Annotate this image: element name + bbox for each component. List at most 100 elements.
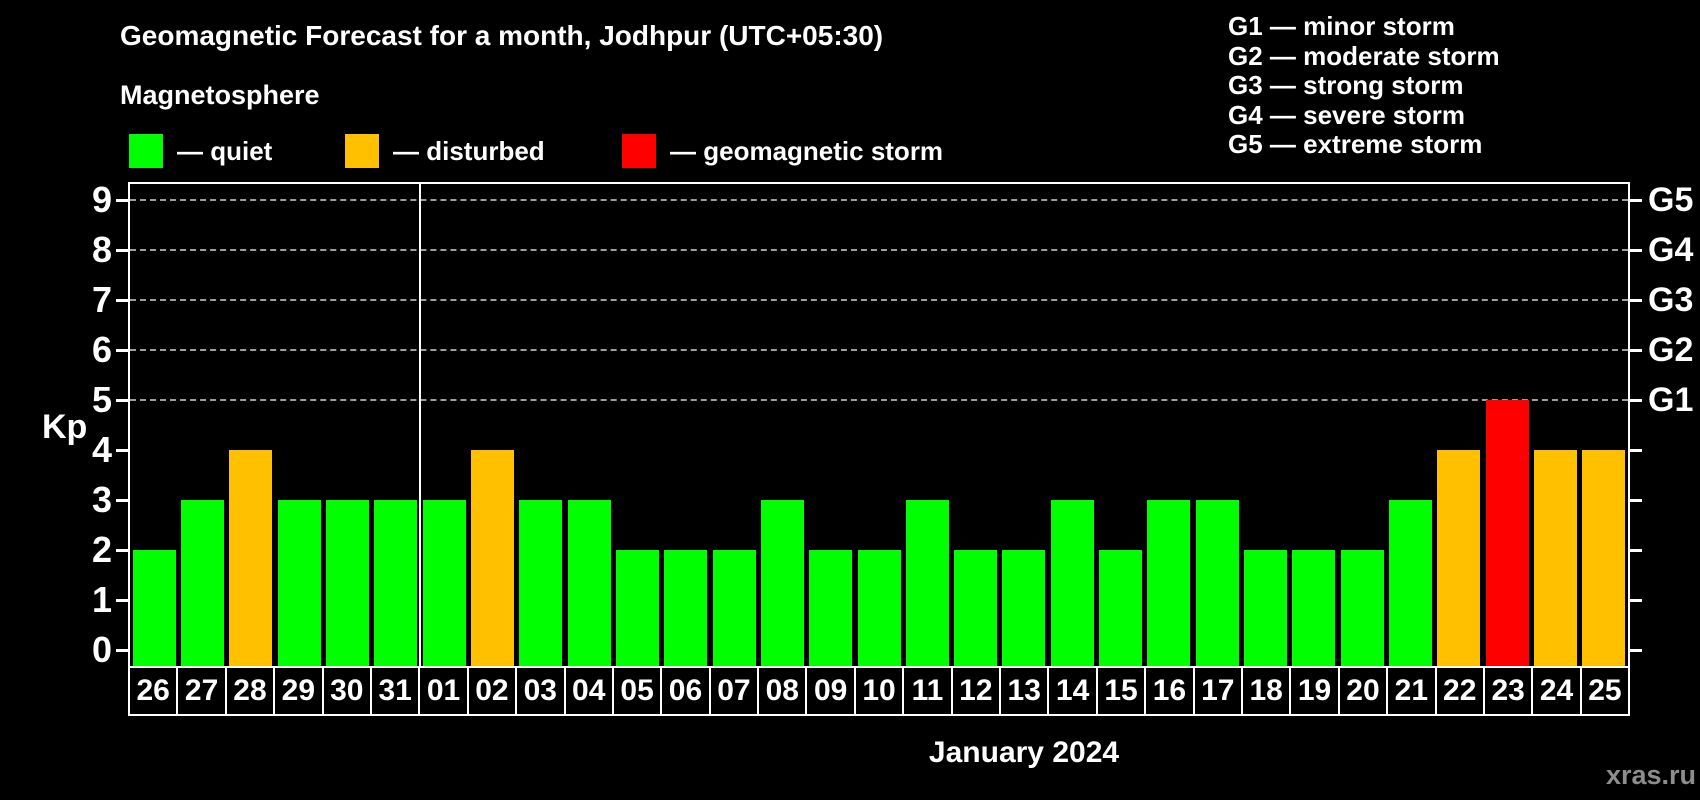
y-tick-left-5: [116, 398, 128, 402]
bar-day-07: [712, 550, 756, 666]
y-tick-label-9: 9: [91, 179, 112, 220]
date-cell-19: 19: [1289, 666, 1340, 716]
date-cell-17: 17: [1192, 666, 1243, 716]
bar-day-06: [664, 550, 708, 666]
gridline-kp6: [130, 349, 1628, 351]
y-tick-label-4: 4: [91, 429, 112, 470]
legend-swatch-storm: [622, 134, 656, 168]
date-cell-21: 21: [1386, 666, 1437, 716]
y-tick-label-5: 5: [91, 379, 112, 420]
date-cell-11: 11: [902, 666, 953, 716]
gridline-kp7: [130, 299, 1628, 301]
date-cell-20: 20: [1337, 666, 1389, 716]
y-tick-label-2: 2: [91, 529, 112, 570]
bar-day-18: [1244, 550, 1288, 666]
date-cell-25: 25: [1579, 666, 1631, 716]
g-axis-label-G3: G3: [1648, 281, 1694, 319]
y-tick-left-8: [116, 248, 128, 252]
bar-day-14: [1050, 500, 1094, 666]
legend-item-storm: — geomagnetic storm: [622, 134, 943, 168]
legend-swatch-quiet: [129, 134, 163, 168]
bar-day-30: [325, 500, 369, 666]
g-axis-label-G4: G4: [1648, 231, 1694, 269]
y-axis-label: Kp: [42, 408, 88, 446]
date-cell-10: 10: [853, 666, 905, 716]
date-cell-26: 26: [128, 666, 179, 716]
bar-day-22: [1437, 450, 1481, 666]
date-cell-03: 03: [515, 666, 566, 716]
bar-day-17: [1195, 500, 1239, 666]
watermark: xras.ru: [1605, 760, 1696, 790]
bar-day-28: [229, 450, 273, 666]
bar-day-21: [1389, 500, 1433, 666]
date-cell-01: 01: [418, 666, 469, 716]
date-cell-04: 04: [563, 666, 614, 716]
y-tick-right-4: [1630, 448, 1642, 452]
y-tick-right-1: [1630, 598, 1642, 602]
legend-swatch-disturbed: [345, 134, 379, 168]
gridline-kp9: [130, 199, 1628, 201]
g-legend-line-1: G1 — minor storm: [1228, 11, 1455, 41]
bar-day-09: [809, 550, 853, 666]
date-cell-23: 23: [1482, 666, 1534, 716]
y-tick-label-7: 7: [91, 279, 112, 320]
bar-day-01: [422, 500, 466, 666]
date-cell-30: 30: [321, 666, 372, 716]
bar-day-20: [1340, 550, 1384, 666]
bar-day-10: [857, 550, 901, 666]
y-tick-right-5: [1630, 398, 1642, 402]
gridline-kp5: [130, 399, 1628, 401]
y-tick-label-1: 1: [91, 579, 112, 620]
date-cell-06: 06: [660, 666, 711, 716]
date-cell-08: 08: [757, 666, 808, 716]
bar-day-27: [180, 500, 224, 666]
gridline-kp8: [130, 249, 1628, 251]
bar-day-03: [519, 500, 563, 666]
date-cell-13: 13: [999, 666, 1050, 716]
plot-area: [128, 182, 1630, 668]
date-cell-05: 05: [611, 666, 663, 716]
legend-label-storm: — geomagnetic storm: [670, 136, 944, 166]
date-cell-18: 18: [1240, 666, 1292, 716]
bar-day-02: [470, 450, 514, 666]
y-tick-right-7: [1630, 298, 1642, 302]
y-tick-left-1: [116, 598, 128, 602]
legend-item-quiet: — quiet: [129, 134, 272, 168]
month-separator: [418, 184, 421, 666]
y-tick-left-7: [116, 298, 128, 302]
date-cell-07: 07: [708, 666, 760, 716]
g-legend-line-2: G2 — moderate storm: [1228, 40, 1500, 71]
chart-title: Geomagnetic Forecast for a month, Jodhpu…: [120, 20, 884, 51]
y-tick-right-0: [1630, 648, 1642, 652]
bar-day-25: [1582, 450, 1626, 666]
bar-day-15: [1099, 550, 1143, 666]
bar-day-08: [760, 500, 804, 666]
bar-day-13: [1002, 550, 1046, 666]
g-legend-line-5: G5 — extreme storm: [1228, 129, 1483, 159]
date-cell-31: 31: [369, 666, 421, 716]
date-cell-22: 22: [1434, 666, 1485, 716]
bar-day-05: [615, 550, 659, 666]
bar-day-29: [277, 500, 321, 666]
y-tick-right-9: [1630, 198, 1642, 202]
date-cell-12: 12: [950, 666, 1002, 716]
date-cell-15: 15: [1095, 666, 1147, 716]
date-cell-28: 28: [224, 666, 276, 716]
date-cell-24: 24: [1531, 666, 1582, 716]
date-cell-14: 14: [1047, 666, 1098, 716]
bar-day-04: [567, 500, 611, 666]
chart-subtitle: Magnetosphere: [120, 80, 320, 110]
y-tick-label-6: 6: [91, 329, 112, 370]
y-tick-label-0: 0: [91, 629, 112, 670]
y-tick-left-6: [116, 348, 128, 352]
legend-item-disturbed: — disturbed: [345, 134, 545, 168]
bar-day-31: [374, 500, 418, 666]
y-tick-left-3: [116, 498, 128, 502]
date-cell-27: 27: [176, 666, 227, 716]
legend-label-disturbed: — disturbed: [393, 136, 545, 166]
bar-day-11: [905, 500, 949, 666]
y-tick-left-2: [116, 548, 128, 552]
bar-day-16: [1147, 500, 1191, 666]
date-cell-09: 09: [805, 666, 856, 716]
